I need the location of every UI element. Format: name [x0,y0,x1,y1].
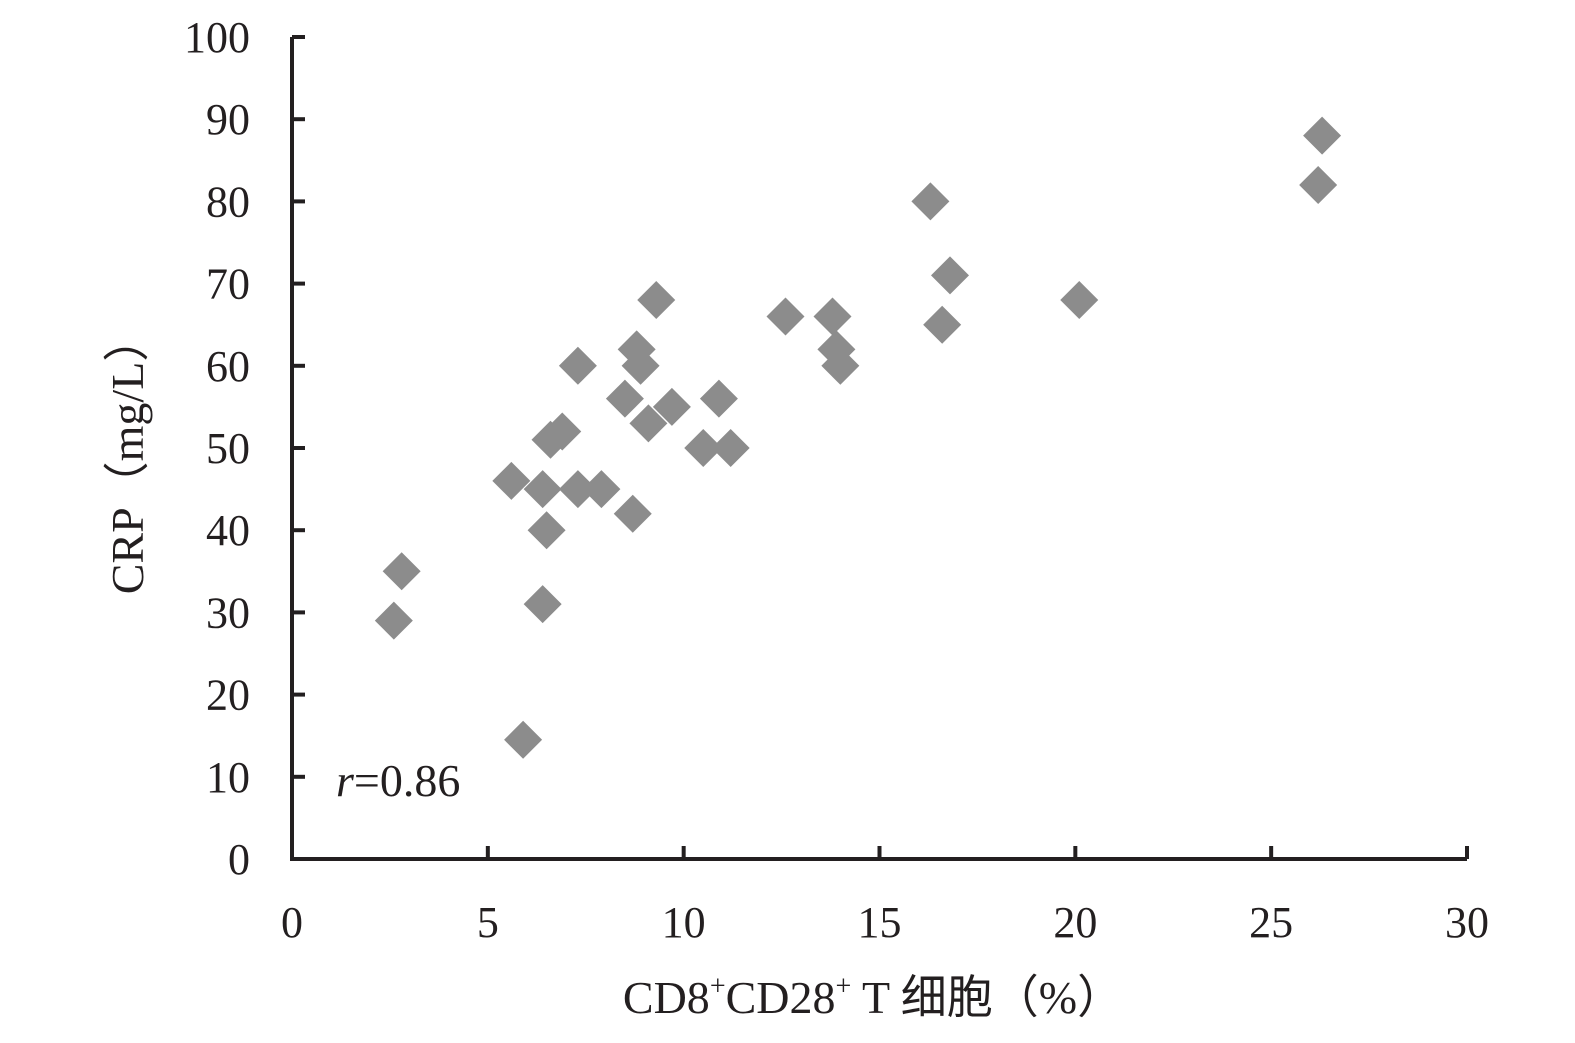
x-tick-label: 30 [1445,898,1489,947]
y-tick-label: 60 [206,342,250,391]
correlation-annotation: r=0.86 [336,755,460,806]
y-tick-label: 90 [206,95,250,144]
x-axis-title-part-b: CD28 [726,972,836,1023]
correlation-value: =0.86 [354,755,460,806]
data-point [923,305,962,344]
x-axis-title-sup-1: + [710,971,726,1002]
data-point [374,601,413,640]
x-tick-label: 5 [477,898,499,947]
data-point [543,412,582,451]
data-point [1303,116,1342,155]
data-point [558,346,597,385]
x-tick-label: 20 [1053,898,1097,947]
data-point [699,379,738,418]
x-axis-title-part-c: T 细胞（%） [851,972,1123,1023]
x-axis-ticks: 0 5 10 15 20 25 30 [281,846,1489,947]
data-point [558,470,597,509]
data-point [931,256,969,295]
data-point [813,297,852,336]
y-tick-label: 30 [206,588,250,637]
data-point [621,346,660,385]
data-point [911,182,950,221]
x-axis-title: CD8+CD28+ T 细胞（%） [623,971,1123,1023]
data-point [637,281,676,320]
data-point [684,429,723,467]
data-point [605,379,644,418]
data-point [504,720,543,759]
data-point [527,511,566,550]
data-point [766,297,805,336]
data-point [492,461,531,500]
data-point [629,404,668,443]
y-tick-label: 50 [206,424,250,473]
y-tick-label: 100 [184,13,250,62]
data-point [821,346,860,385]
data-point [582,470,621,509]
x-tick-label: 0 [281,898,303,947]
data-point [1060,281,1099,320]
y-tick-label: 10 [206,753,250,802]
x-tick-label: 10 [662,898,706,947]
data-point [613,494,652,533]
x-tick-label: 25 [1249,898,1293,947]
y-tick-label: 0 [228,835,250,884]
data-point [711,429,750,467]
y-axis-title: CRP（mg/L） [102,316,153,595]
data-points [374,116,1342,759]
y-tick-label: 20 [206,671,250,720]
y-tick-label: 40 [206,506,250,555]
data-point [652,387,691,426]
x-axis-title-part-a: CD8 [623,972,710,1023]
correlation-symbol: r [336,755,355,806]
y-tick-label: 80 [206,177,250,226]
y-axis-ticks: 0 10 20 30 40 50 60 70 80 90 100 [184,13,305,884]
data-point [523,585,562,624]
data-point [1299,165,1338,204]
x-tick-label: 15 [858,898,902,947]
x-axis-title-sup-2: + [836,971,852,1002]
data-point [382,552,421,591]
data-point [523,470,562,509]
y-tick-label: 70 [206,260,250,309]
